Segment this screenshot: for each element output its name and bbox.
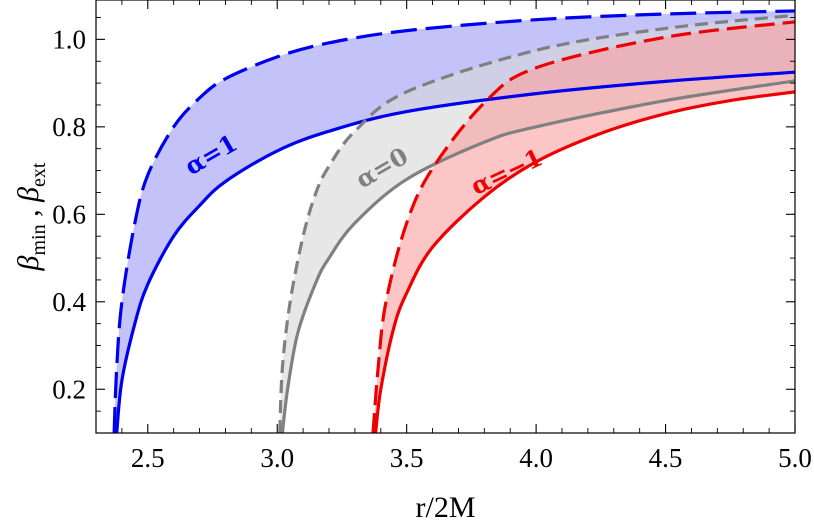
x-tick-label: 5.0 bbox=[778, 443, 812, 473]
x-axis-ticks: 2.5 3.0 3.5 4.0 4.5 5.0 bbox=[95, 0, 812, 473]
curve-beta-ext-2 bbox=[371, 20, 795, 433]
band-fill-0 bbox=[114, 10, 795, 433]
curve-beta-min-2 bbox=[374, 90, 795, 433]
x-tick-label: 4.5 bbox=[649, 443, 683, 473]
curve-beta-min-1 bbox=[280, 79, 795, 433]
x-tick-label: 3.5 bbox=[390, 443, 424, 473]
y-tick-label: 0.6 bbox=[52, 199, 86, 229]
x-tick-label: 3.0 bbox=[260, 443, 294, 473]
curve-beta-ext-1 bbox=[278, 13, 795, 433]
y-axis-title-sub-ext: ext bbox=[28, 162, 50, 187]
curves bbox=[112, 9, 795, 433]
curve-beta-ext-0 bbox=[112, 9, 795, 433]
y-tick-label: 0.2 bbox=[52, 374, 86, 404]
x-tick-label: 4.0 bbox=[519, 443, 553, 473]
plot-frame bbox=[95, 0, 796, 434]
y-tick-label: 0.4 bbox=[52, 287, 86, 317]
band-fill-2 bbox=[373, 21, 795, 433]
y-axis-title: βmin , βext bbox=[12, 162, 50, 271]
y-tick-label: 1.0 bbox=[52, 24, 86, 54]
y-tick-label: 0.8 bbox=[52, 112, 86, 142]
y-axis-title-sub-min: min bbox=[28, 224, 50, 255]
x-axis-title: r/2M bbox=[416, 491, 476, 524]
y-axis-title-beta-min: β bbox=[12, 255, 45, 271]
y-axis-ticks: 0.2 0.4 0.6 0.8 1.0 bbox=[52, 17, 795, 434]
curve-beta-min-0 bbox=[115, 70, 795, 433]
band-fills bbox=[114, 10, 795, 433]
band-fill-1 bbox=[279, 15, 795, 433]
x-tick-label: 2.5 bbox=[131, 443, 165, 473]
y-axis-title-separator: , bbox=[12, 202, 45, 225]
y-axis-title-beta-ext: β bbox=[12, 187, 45, 203]
